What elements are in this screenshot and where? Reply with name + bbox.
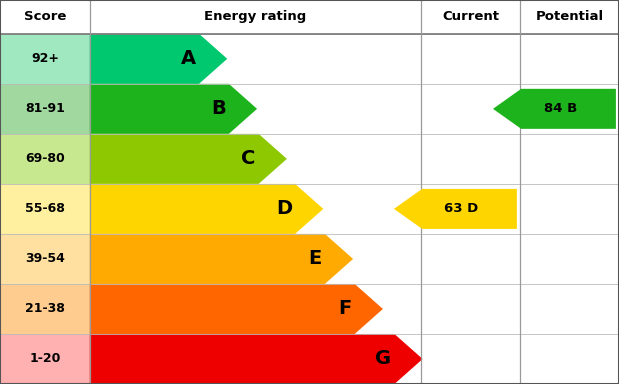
Text: E: E	[308, 250, 322, 268]
Text: Score: Score	[24, 10, 66, 23]
Polygon shape	[493, 89, 616, 129]
Polygon shape	[90, 134, 287, 184]
Text: 63 D: 63 D	[444, 202, 478, 215]
Polygon shape	[90, 234, 353, 284]
Bar	[0, 334, 90, 384]
Text: 84 B: 84 B	[544, 103, 578, 115]
Text: F: F	[339, 300, 352, 318]
Text: 92+: 92+	[31, 52, 59, 65]
Bar	[520, 234, 619, 284]
Text: 39-54: 39-54	[25, 252, 65, 265]
Polygon shape	[394, 189, 517, 229]
Bar	[0, 84, 90, 134]
Bar	[421, 84, 520, 134]
Bar	[0, 184, 90, 234]
Text: 55-68: 55-68	[25, 202, 65, 215]
Bar	[0, 134, 90, 184]
Bar	[520, 34, 619, 84]
Bar	[0, 234, 90, 284]
Text: A: A	[181, 49, 196, 68]
Bar	[421, 184, 520, 234]
Bar	[0, 284, 90, 334]
Text: Potential: Potential	[535, 10, 604, 23]
Polygon shape	[90, 34, 227, 84]
Text: D: D	[276, 199, 292, 218]
Bar	[520, 134, 619, 184]
Bar	[421, 334, 520, 384]
Bar	[421, 134, 520, 184]
Text: 21-38: 21-38	[25, 303, 65, 315]
Text: 81-91: 81-91	[25, 103, 65, 115]
Bar	[421, 284, 520, 334]
Text: 69-80: 69-80	[25, 152, 65, 166]
Bar	[520, 284, 619, 334]
Text: C: C	[241, 149, 256, 168]
Bar	[421, 34, 520, 84]
Polygon shape	[90, 334, 423, 384]
Bar	[421, 234, 520, 284]
Text: G: G	[375, 349, 391, 369]
Bar	[520, 184, 619, 234]
Bar	[0, 0, 619, 34]
Text: B: B	[211, 99, 226, 118]
Polygon shape	[90, 284, 383, 334]
Text: Current: Current	[442, 10, 499, 23]
Polygon shape	[90, 84, 257, 134]
Bar	[520, 84, 619, 134]
Text: 1-20: 1-20	[29, 353, 61, 366]
Bar	[0, 34, 90, 84]
Bar	[520, 334, 619, 384]
Text: Energy rating: Energy rating	[204, 10, 306, 23]
Polygon shape	[90, 184, 323, 234]
